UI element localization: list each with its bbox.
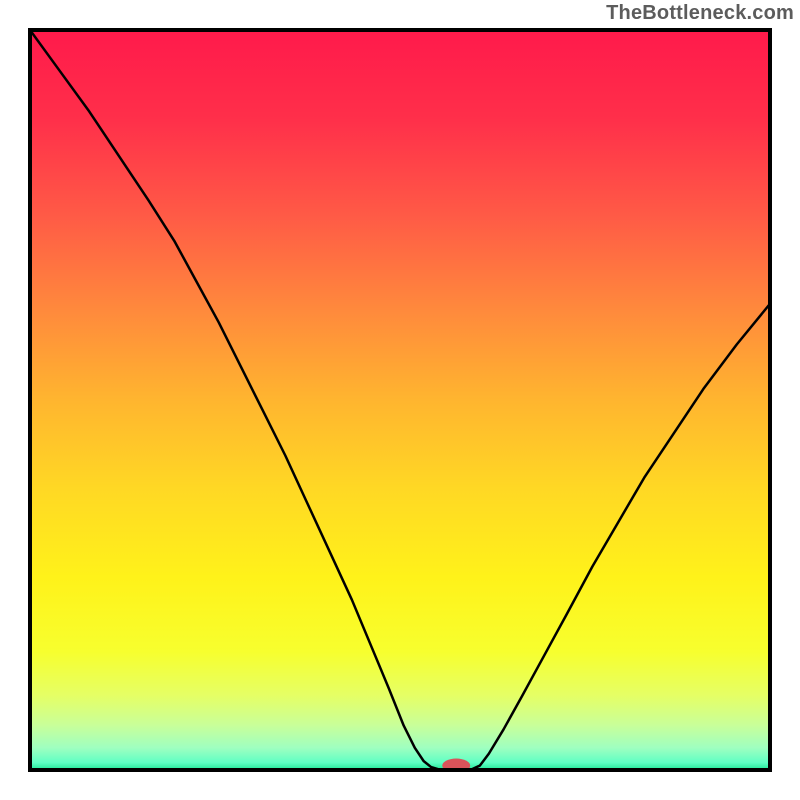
bottleneck-curve-chart bbox=[0, 0, 800, 800]
chart-container: TheBottleneck.com bbox=[0, 0, 800, 800]
gradient-background bbox=[30, 30, 770, 770]
